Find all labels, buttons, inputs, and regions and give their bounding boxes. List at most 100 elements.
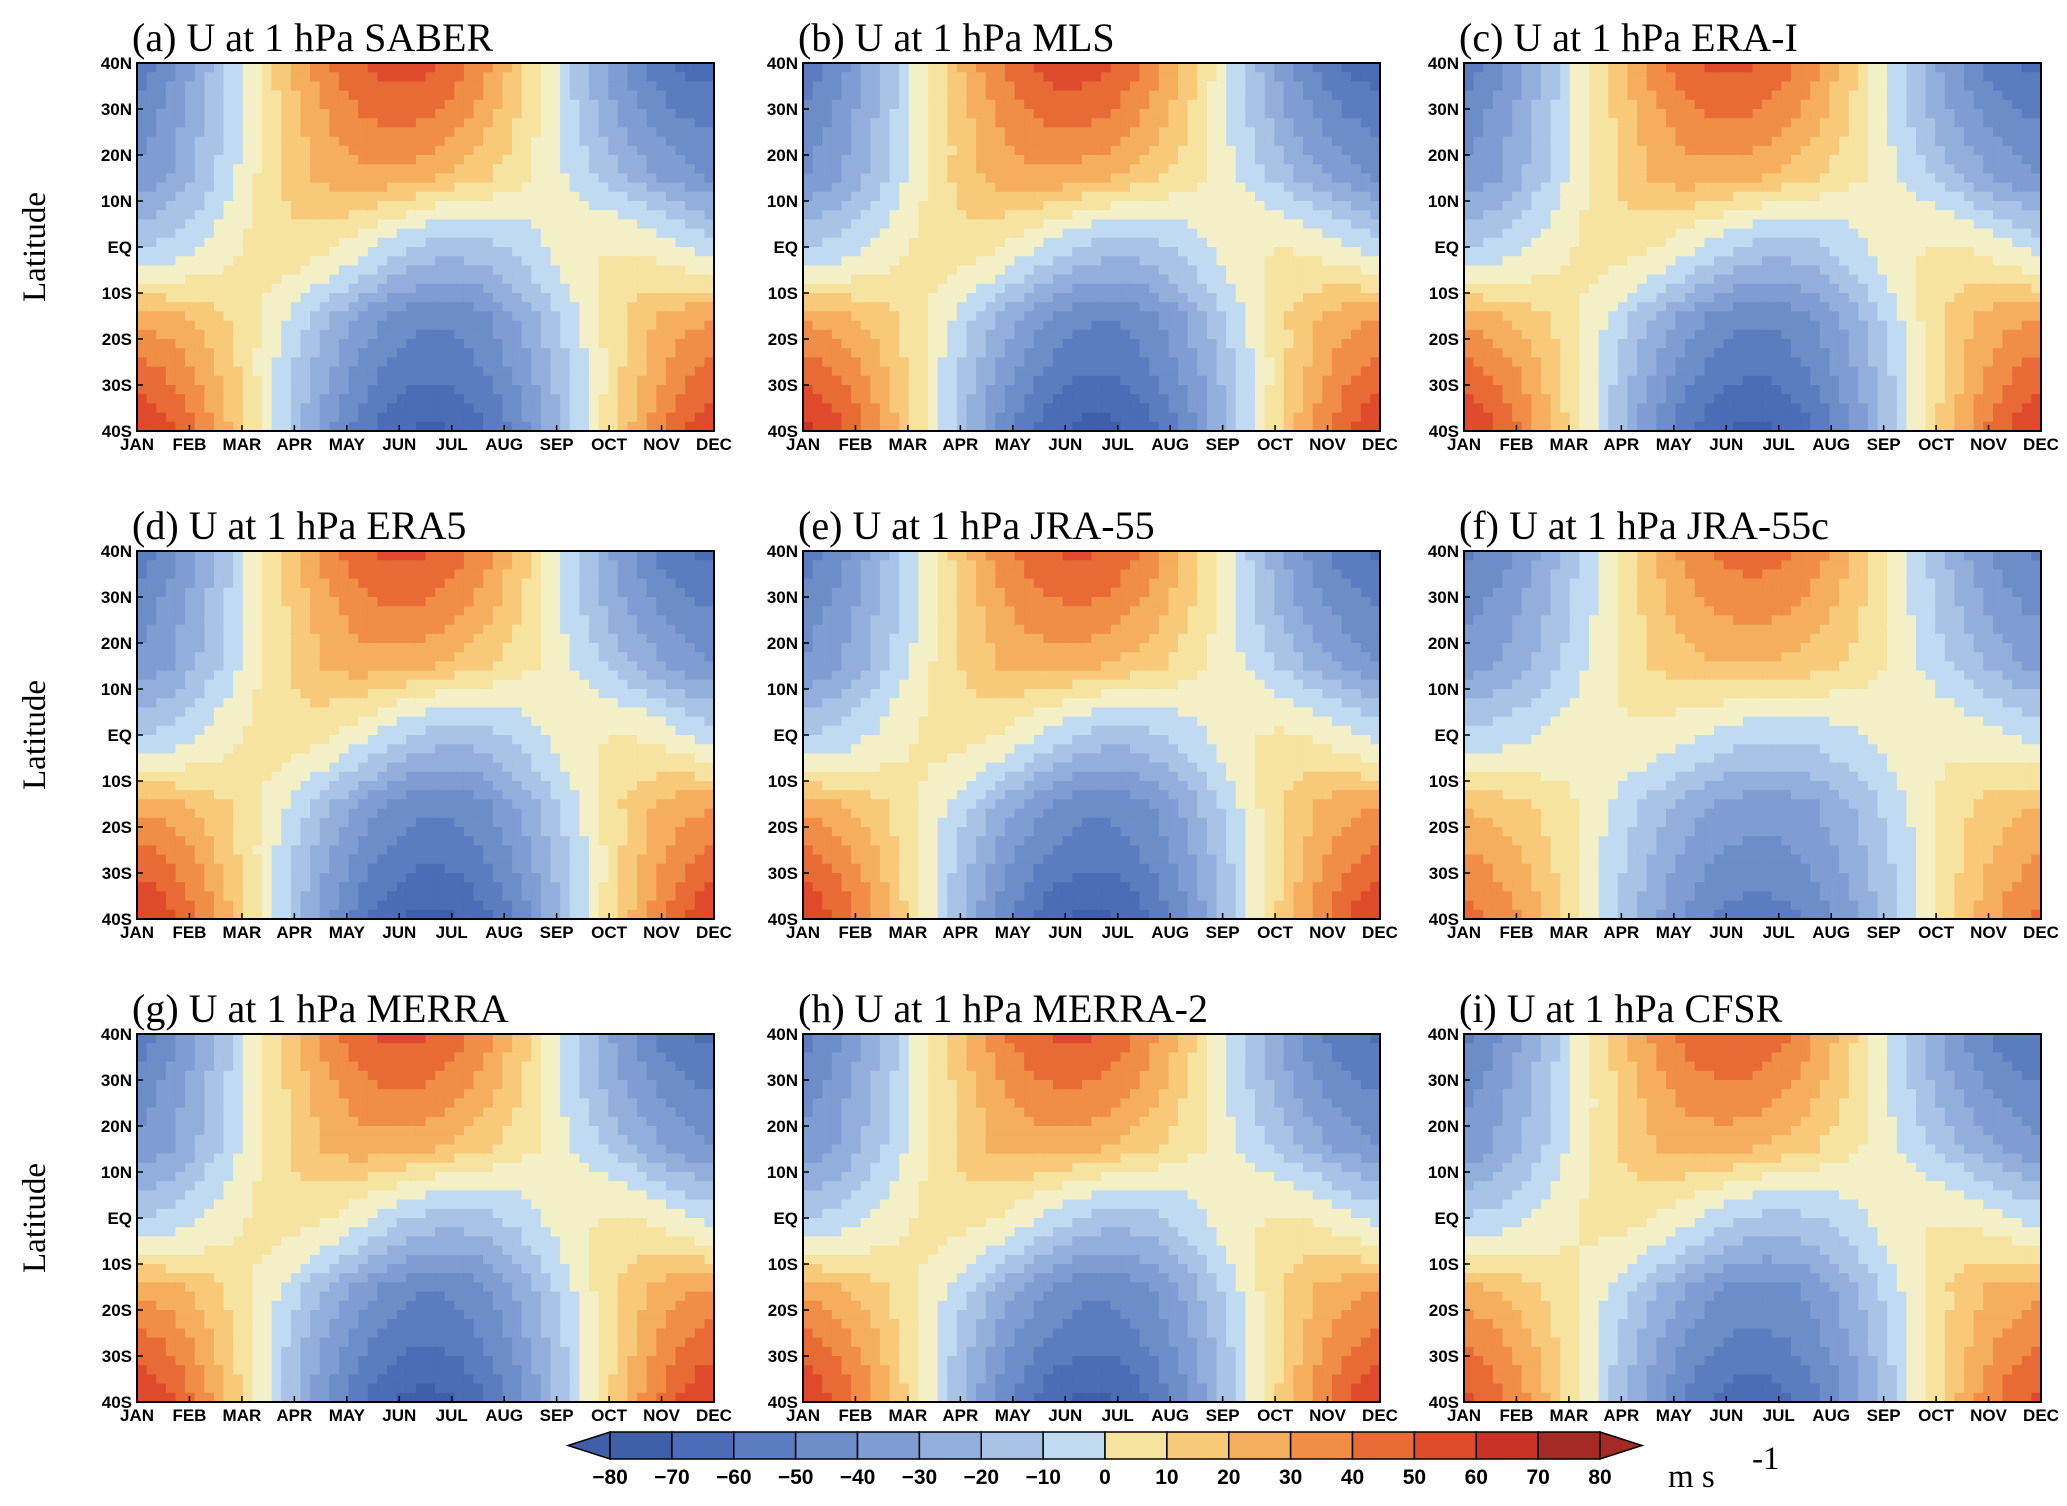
heatmap-cell	[512, 413, 522, 423]
heatmap-cell	[647, 137, 657, 147]
heatmap-cell	[1464, 413, 1474, 423]
heatmap-cell	[1120, 229, 1130, 239]
heatmap-cell	[851, 247, 861, 257]
heatmap-cell	[976, 376, 986, 386]
heatmap-cell	[589, 376, 599, 386]
heatmap-cell	[1130, 403, 1140, 413]
heatmap-cell	[502, 385, 512, 395]
heatmap-cell	[1255, 210, 1265, 220]
heatmap-cell	[204, 137, 214, 147]
heatmap-cell	[493, 293, 503, 303]
heatmap-cell	[1178, 413, 1188, 423]
heatmap-cell	[502, 238, 512, 248]
heatmap-cell	[1092, 275, 1102, 285]
heatmap-cell	[1255, 265, 1265, 275]
heatmap-cell	[1361, 413, 1371, 423]
heatmap-cell	[1474, 229, 1484, 239]
heatmap-cell	[851, 109, 861, 119]
heatmap-cell	[1464, 357, 1474, 367]
heatmap-cell	[281, 201, 291, 211]
heatmap-cell	[1178, 137, 1188, 147]
heatmap-cell	[627, 155, 637, 165]
heatmap-cell	[1332, 63, 1342, 73]
heatmap-cell	[377, 91, 387, 101]
heatmap-cell	[1178, 367, 1188, 377]
heatmap-cell	[483, 137, 493, 147]
heatmap-cell	[175, 385, 185, 395]
heatmap-cell	[1236, 81, 1246, 91]
heatmap-cell	[1207, 81, 1217, 91]
heatmap-cell	[551, 394, 561, 404]
heatmap-cell	[320, 403, 330, 413]
heatmap-cell	[377, 284, 387, 294]
heatmap-cell	[637, 201, 647, 211]
heatmap-cell	[890, 348, 900, 358]
heatmap-cell	[1101, 127, 1111, 137]
heatmap-cell	[1236, 118, 1246, 128]
heatmap-cell	[560, 367, 570, 377]
heatmap-cell	[966, 348, 976, 358]
heatmap-cell	[214, 413, 224, 423]
heatmap-cell	[1351, 183, 1361, 193]
heatmap-cell	[233, 339, 243, 349]
heatmap-cell	[483, 367, 493, 377]
heatmap-cell	[976, 229, 986, 239]
heatmap-cell	[281, 127, 291, 137]
heatmap-cell	[1474, 146, 1484, 156]
heatmap-cell	[589, 394, 599, 404]
heatmap-cell	[627, 247, 637, 257]
heatmap-cell	[1342, 385, 1352, 395]
heatmap-cell	[599, 155, 609, 165]
heatmap-cell	[599, 146, 609, 156]
heatmap-cell	[291, 403, 301, 413]
heatmap-cell	[861, 348, 871, 358]
heatmap-cell	[166, 229, 176, 239]
heatmap-cell	[204, 192, 214, 202]
heatmap-cell	[870, 367, 880, 377]
heatmap-cell	[272, 394, 282, 404]
heatmap-cell	[387, 91, 397, 101]
heatmap-cell	[1483, 192, 1493, 202]
heatmap-cell	[156, 385, 166, 395]
heatmap-cell	[233, 146, 243, 156]
heatmap-cell	[608, 192, 618, 202]
heatmap-cell	[541, 311, 551, 321]
heatmap-cell	[938, 284, 948, 294]
heatmap-cell	[832, 339, 842, 349]
heatmap-cell	[358, 403, 368, 413]
heatmap-cell	[1236, 284, 1246, 294]
heatmap-cell	[928, 63, 938, 73]
heatmap-cell	[1034, 63, 1044, 73]
heatmap-cell	[1168, 173, 1178, 183]
heatmap-cell	[647, 357, 657, 367]
heatmap-cell	[899, 376, 909, 386]
heatmap-cell	[137, 265, 147, 275]
heatmap-cell	[426, 403, 436, 413]
heatmap-cell	[637, 293, 647, 303]
heatmap-cell	[1197, 201, 1207, 211]
heatmap-cell	[1351, 137, 1361, 147]
heatmap-cell	[377, 321, 387, 331]
heatmap-cell	[803, 256, 813, 266]
heatmap-cell	[1245, 201, 1255, 211]
heatmap-cell	[1313, 229, 1323, 239]
heatmap-cell	[1188, 164, 1198, 174]
heatmap-cell	[1168, 302, 1178, 312]
heatmap-cell	[368, 256, 378, 266]
heatmap-cell	[1149, 330, 1159, 340]
heatmap-cell	[502, 155, 512, 165]
heatmap-cell	[1351, 256, 1361, 266]
heatmap-cell	[1265, 63, 1275, 73]
heatmap-cell	[435, 63, 445, 73]
heatmap-cell	[627, 357, 637, 367]
heatmap-cell	[1101, 238, 1111, 248]
heatmap-cell	[147, 321, 157, 331]
y-tick-label: 40N	[101, 54, 132, 73]
heatmap-cell	[957, 109, 967, 119]
heatmap-cell	[175, 229, 185, 239]
heatmap-cell	[377, 293, 387, 303]
heatmap-cell	[832, 321, 842, 331]
heatmap-cell	[281, 247, 291, 257]
heatmap-cell	[454, 247, 464, 257]
heatmap-cell	[870, 238, 880, 248]
